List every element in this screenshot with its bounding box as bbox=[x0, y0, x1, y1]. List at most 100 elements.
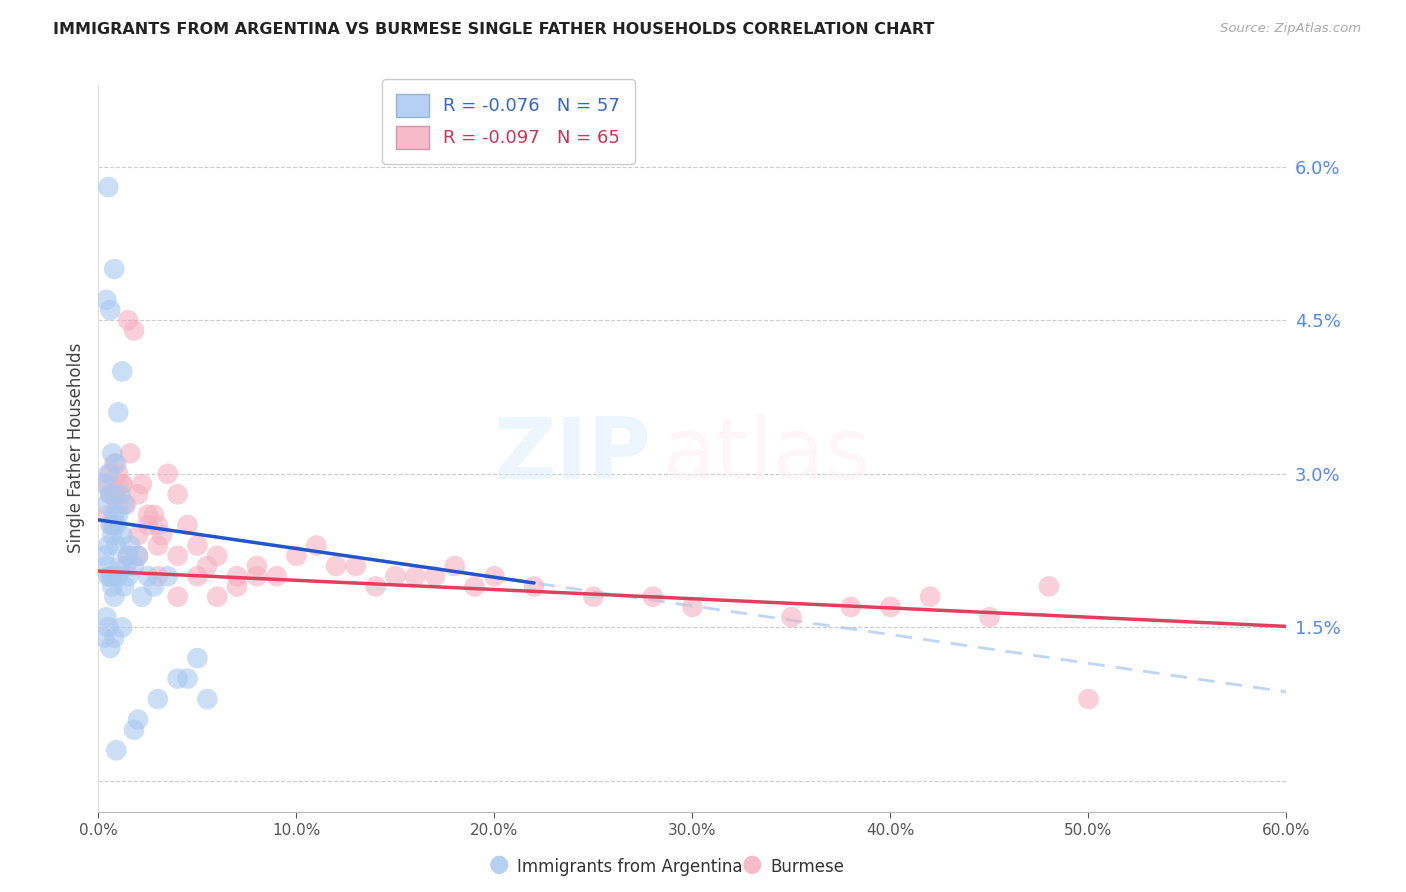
Text: Source: ZipAtlas.com: Source: ZipAtlas.com bbox=[1220, 22, 1361, 36]
Point bbox=[127, 549, 149, 563]
Point bbox=[246, 569, 269, 583]
Point bbox=[246, 559, 269, 574]
Point bbox=[101, 446, 124, 460]
Point bbox=[226, 579, 249, 593]
Point bbox=[98, 467, 121, 481]
Point bbox=[146, 692, 169, 706]
Point bbox=[93, 549, 115, 563]
Point bbox=[920, 590, 942, 604]
Point bbox=[120, 539, 142, 553]
Point bbox=[127, 528, 149, 542]
Text: IMMIGRANTS FROM ARGENTINA VS BURMESE SINGLE FATHER HOUSEHOLDS CORRELATION CHART: IMMIGRANTS FROM ARGENTINA VS BURMESE SIN… bbox=[53, 22, 935, 37]
Point bbox=[97, 180, 120, 194]
Point bbox=[112, 579, 135, 593]
Point bbox=[111, 477, 134, 491]
Point bbox=[98, 640, 121, 655]
Point bbox=[122, 323, 145, 337]
Text: ●: ● bbox=[489, 852, 509, 876]
Point bbox=[98, 569, 121, 583]
Point bbox=[127, 487, 149, 501]
Point bbox=[97, 539, 120, 553]
Point bbox=[364, 579, 387, 593]
Point bbox=[136, 508, 159, 522]
Point bbox=[98, 518, 121, 533]
Point bbox=[1038, 579, 1060, 593]
Point bbox=[156, 569, 179, 583]
Point bbox=[166, 487, 188, 501]
Point bbox=[111, 528, 134, 542]
Point bbox=[105, 487, 128, 501]
Point bbox=[523, 579, 546, 593]
Point bbox=[96, 498, 118, 512]
Point bbox=[101, 528, 124, 542]
Text: ●: ● bbox=[742, 852, 762, 876]
Point bbox=[98, 487, 121, 501]
Point bbox=[582, 590, 605, 604]
Point bbox=[136, 569, 159, 583]
Point bbox=[780, 610, 803, 624]
Point bbox=[93, 477, 115, 491]
Point bbox=[107, 405, 129, 419]
Point bbox=[122, 723, 145, 737]
Point bbox=[105, 518, 128, 533]
Point bbox=[305, 539, 328, 553]
Point bbox=[97, 467, 120, 481]
Point bbox=[146, 539, 169, 553]
Point bbox=[97, 569, 120, 583]
Point bbox=[103, 508, 125, 522]
Point bbox=[115, 498, 138, 512]
Point bbox=[103, 518, 125, 533]
Point bbox=[166, 672, 188, 686]
Point bbox=[101, 569, 124, 583]
Point bbox=[166, 549, 188, 563]
Point bbox=[107, 569, 129, 583]
Point bbox=[117, 549, 139, 563]
Point bbox=[384, 569, 406, 583]
Point bbox=[98, 487, 121, 501]
Point bbox=[101, 518, 124, 533]
Point bbox=[105, 539, 128, 553]
Legend: R = -0.076   N = 57, R = -0.097   N = 65: R = -0.076 N = 57, R = -0.097 N = 65 bbox=[382, 79, 634, 163]
Point bbox=[122, 559, 145, 574]
Point bbox=[404, 569, 426, 583]
Point bbox=[96, 559, 118, 574]
Point bbox=[681, 599, 703, 614]
Point bbox=[98, 303, 121, 318]
Point bbox=[186, 651, 208, 665]
Point bbox=[641, 590, 664, 604]
Point bbox=[195, 692, 218, 706]
Point bbox=[176, 672, 198, 686]
Text: ZIP: ZIP bbox=[494, 414, 651, 497]
Point bbox=[186, 569, 208, 583]
Point bbox=[142, 579, 165, 593]
Point bbox=[120, 446, 142, 460]
Point bbox=[879, 599, 901, 614]
Point bbox=[107, 498, 129, 512]
Text: Immigrants from Argentina: Immigrants from Argentina bbox=[517, 858, 742, 876]
Point bbox=[96, 293, 118, 307]
Point bbox=[127, 713, 149, 727]
Point bbox=[117, 569, 139, 583]
Point bbox=[423, 569, 446, 583]
Point bbox=[115, 559, 138, 574]
Point bbox=[103, 590, 125, 604]
Point bbox=[103, 262, 125, 277]
Point bbox=[131, 477, 153, 491]
Point bbox=[839, 599, 862, 614]
Point bbox=[444, 559, 467, 574]
Point bbox=[97, 620, 120, 634]
Y-axis label: Single Father Households: Single Father Households bbox=[66, 343, 84, 553]
Point bbox=[344, 559, 367, 574]
Point bbox=[186, 539, 208, 553]
Point bbox=[207, 590, 229, 604]
Text: atlas: atlas bbox=[662, 414, 870, 497]
Point bbox=[285, 549, 308, 563]
Point bbox=[127, 549, 149, 563]
Point bbox=[207, 549, 229, 563]
Point bbox=[103, 631, 125, 645]
Point bbox=[142, 508, 165, 522]
Point bbox=[176, 518, 198, 533]
Point bbox=[107, 467, 129, 481]
Point bbox=[117, 313, 139, 327]
Point bbox=[93, 631, 115, 645]
